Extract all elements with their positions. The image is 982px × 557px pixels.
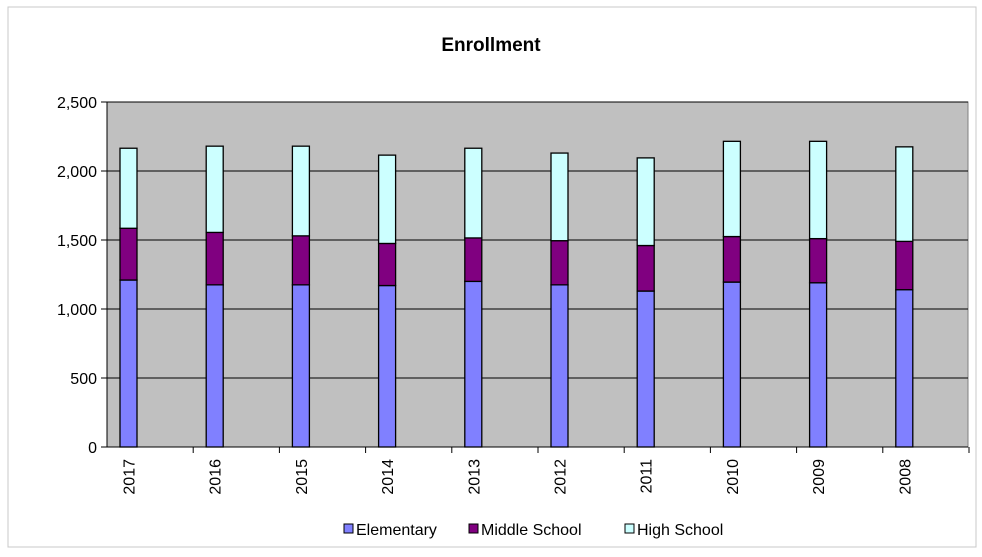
bar-segment-elementary [636, 290, 655, 448]
bar-segment-elementary [808, 282, 828, 448]
x-tick-label: 2010 [725, 459, 742, 495]
x-tick-label: 2013 [466, 459, 483, 495]
x-tick-label: 2008 [897, 459, 914, 495]
bar-segment-elementary [119, 279, 138, 448]
bar-segment-middle-school [377, 242, 397, 287]
bar-segment-elementary [895, 289, 914, 448]
bar-segment-high-school [722, 140, 742, 238]
legend-label-middle-school: Middle School [481, 522, 582, 539]
y-tick-label: 2,000 [57, 164, 97, 181]
x-tick-label: 2012 [553, 459, 570, 495]
bar-segment-high-school [119, 147, 138, 229]
y-tick-label: 1,000 [57, 302, 97, 319]
legend-swatch-middle-school [468, 523, 479, 534]
legend-label-elementary: Elementary [356, 522, 437, 539]
y-tick-label: 2,500 [57, 95, 97, 112]
bar-segment-elementary [550, 284, 569, 448]
x-tick-label: 2015 [294, 459, 311, 495]
chart-title: Enrollment [441, 35, 541, 56]
bar-segment-middle-school [808, 237, 828, 284]
bar-segment-middle-school [895, 240, 914, 291]
legend: Elementary Middle School High School [343, 522, 723, 539]
bar-segment-high-school [895, 146, 914, 243]
bar-segment-elementary [722, 281, 742, 448]
legend-swatch-high-school [624, 523, 635, 534]
bar-segment-high-school [464, 147, 483, 239]
bar-segment-elementary [205, 284, 224, 448]
x-tick-label: 2016 [208, 459, 225, 495]
x-tick-label: 2011 [639, 459, 656, 494]
bar-segment-middle-school [550, 240, 569, 286]
bar-segment-high-school [808, 140, 828, 240]
bar-segment-middle-school [205, 231, 224, 286]
bar-segment-middle-school [722, 235, 742, 283]
bar-segment-elementary [291, 284, 311, 448]
x-tick-label: 2014 [380, 459, 397, 495]
plot-background [106, 101, 969, 448]
y-tick-label: 1,500 [57, 233, 97, 250]
y-tick-label: 500 [70, 371, 97, 388]
plot-area: 0 500 1,000 1,500 2,000 2,500 2017 2016 2015 2014… [57, 95, 970, 495]
bar-segment-elementary [377, 284, 397, 448]
bar-segment-high-school [636, 157, 655, 247]
legend-label-high-school: High School [637, 522, 723, 539]
y-tick-label: 0 [88, 440, 97, 457]
x-tick-label: 2009 [811, 459, 828, 495]
bar-segment-middle-school [464, 237, 483, 283]
legend-swatch-elementary [343, 523, 354, 534]
bar-segment-middle-school [636, 244, 655, 292]
bar-segment-high-school [205, 145, 224, 234]
bar-segment-high-school [377, 154, 397, 245]
x-tick-label: 2017 [122, 459, 139, 495]
bar-segment-elementary [464, 280, 483, 448]
bar-segment-high-school [550, 152, 569, 242]
bar-segment-middle-school [291, 235, 311, 286]
bar-segment-middle-school [119, 227, 138, 281]
bar-segment-high-school [291, 145, 311, 237]
